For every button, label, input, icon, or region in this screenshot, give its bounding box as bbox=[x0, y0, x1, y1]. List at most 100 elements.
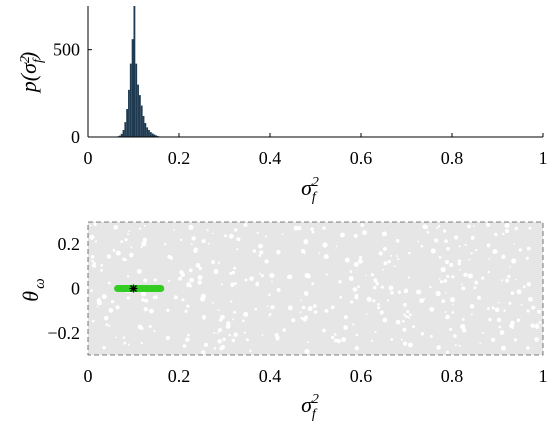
histogram-bar bbox=[140, 105, 143, 137]
prior-gap bbox=[383, 261, 388, 266]
prior-sample-gaps bbox=[89, 222, 542, 355]
prior-gap bbox=[516, 318, 521, 323]
prior-gap bbox=[249, 276, 254, 281]
prior-gap bbox=[122, 336, 126, 339]
prior-gap bbox=[165, 335, 170, 341]
prior-gap bbox=[491, 306, 495, 310]
prior-gap bbox=[282, 328, 286, 332]
prior-gap bbox=[353, 261, 359, 267]
prior-gap bbox=[299, 299, 302, 302]
prior-gap bbox=[244, 278, 248, 282]
prior-gap bbox=[362, 230, 367, 236]
prior-gap bbox=[370, 273, 375, 277]
prior-gap bbox=[304, 349, 310, 355]
prior-gap bbox=[460, 283, 463, 286]
prior-gap bbox=[293, 225, 299, 231]
prior-gap bbox=[504, 223, 510, 229]
prior-gap bbox=[143, 224, 146, 227]
prior-gap bbox=[148, 308, 154, 314]
prior-gap bbox=[445, 314, 450, 320]
prior-gap bbox=[266, 305, 269, 308]
prior-gap bbox=[91, 259, 94, 263]
prior-gap bbox=[228, 333, 231, 337]
prior-gap bbox=[287, 305, 293, 311]
prior-gap bbox=[372, 299, 376, 303]
prior-gap bbox=[457, 259, 462, 263]
prior-gap bbox=[382, 317, 388, 323]
histogram-bar bbox=[148, 130, 150, 137]
prior-gap bbox=[395, 319, 401, 325]
prior-gap bbox=[531, 305, 536, 310]
prior-gap bbox=[439, 280, 444, 284]
prior-gap bbox=[420, 332, 425, 336]
prior-gap bbox=[381, 231, 387, 237]
prior-gap bbox=[188, 224, 194, 230]
prior-gap bbox=[89, 234, 95, 240]
prior-gap bbox=[358, 255, 363, 260]
prior-gap bbox=[403, 288, 409, 294]
prior-gap bbox=[169, 256, 173, 260]
prior-gap bbox=[201, 315, 206, 319]
prior-gap bbox=[189, 284, 193, 288]
prior-gap bbox=[140, 245, 143, 249]
prior-gap bbox=[335, 245, 338, 248]
prior-gap bbox=[92, 262, 96, 266]
histogram-bar bbox=[138, 95, 141, 137]
prior-gap bbox=[264, 259, 269, 264]
prior-gap bbox=[444, 259, 450, 265]
prior-gap bbox=[203, 342, 209, 347]
prior-gap bbox=[211, 260, 215, 264]
prior-gap bbox=[441, 270, 444, 273]
histogram-bar bbox=[146, 127, 149, 137]
prior-gap bbox=[343, 325, 348, 330]
prior-gap bbox=[488, 317, 492, 322]
prior-gap bbox=[436, 345, 441, 350]
prior-gap bbox=[538, 321, 542, 324]
histogram-bar bbox=[149, 132, 152, 137]
prior-gap bbox=[380, 285, 384, 289]
y-tick-label: 500 bbox=[53, 40, 80, 60]
prior-gap bbox=[473, 286, 477, 290]
prior-gap bbox=[445, 292, 447, 294]
prior-gap bbox=[352, 323, 355, 326]
prior-gap bbox=[470, 235, 475, 240]
prior-gap bbox=[457, 261, 462, 266]
prior-gap bbox=[275, 336, 280, 341]
prior-gap bbox=[322, 242, 328, 248]
prior-gap bbox=[435, 290, 441, 297]
prior-gap bbox=[207, 242, 210, 245]
prior-gap bbox=[419, 298, 425, 304]
scatter-panel: 0 0.2 0.4 0.6 0.8 1 0.2 0 −0.2 θω σ2 f bbox=[18, 221, 548, 422]
prior-gap bbox=[140, 341, 144, 345]
prior-gap bbox=[100, 268, 104, 272]
prior-gap bbox=[220, 314, 225, 320]
prior-gap bbox=[103, 315, 109, 321]
prior-gap bbox=[469, 304, 475, 309]
prior-gap bbox=[496, 317, 502, 323]
x-tick-label: 0.2 bbox=[168, 148, 191, 168]
prior-gap bbox=[461, 286, 466, 291]
prior-gap bbox=[365, 313, 368, 316]
prior-gap bbox=[514, 278, 517, 281]
prior-gap bbox=[225, 323, 231, 329]
prior-gap bbox=[115, 336, 118, 339]
prior-gap bbox=[444, 239, 448, 243]
prior-gap bbox=[197, 280, 202, 285]
prior-gap bbox=[186, 284, 189, 288]
prior-gap bbox=[402, 319, 405, 323]
prior-gap bbox=[206, 229, 209, 232]
true-value-marker bbox=[129, 284, 138, 293]
prior-gap bbox=[304, 240, 308, 245]
prior-gap bbox=[220, 283, 223, 286]
prior-gap bbox=[374, 331, 377, 334]
prior-gap bbox=[501, 279, 504, 282]
prior-gap bbox=[243, 311, 249, 317]
x-tick-label: 0 bbox=[84, 366, 93, 386]
prior-gap bbox=[422, 224, 428, 230]
prior-gap bbox=[472, 225, 475, 227]
prior-gap bbox=[463, 272, 468, 278]
prior-gap bbox=[330, 335, 335, 340]
prior-gap bbox=[178, 276, 183, 281]
prior-gap bbox=[258, 243, 263, 249]
prior-gap bbox=[100, 263, 104, 267]
